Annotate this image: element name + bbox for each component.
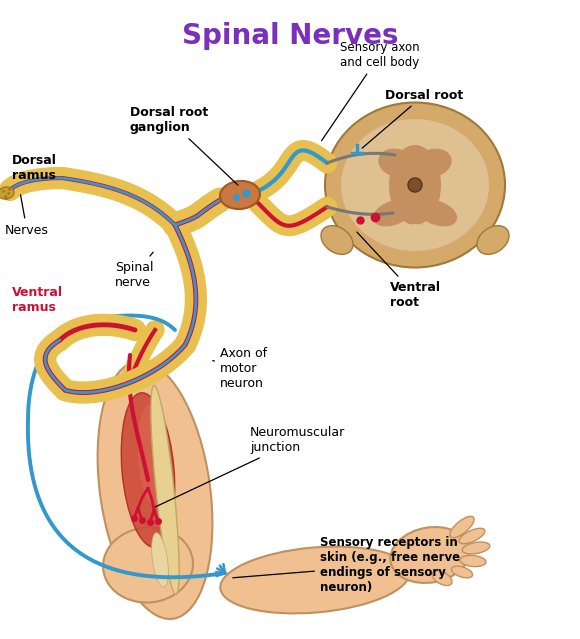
Ellipse shape [325, 102, 505, 268]
Ellipse shape [389, 145, 441, 225]
Ellipse shape [404, 224, 426, 242]
Ellipse shape [151, 385, 179, 594]
Ellipse shape [0, 187, 14, 199]
Ellipse shape [378, 149, 416, 178]
Text: Ventral
ramus: Ventral ramus [12, 286, 63, 314]
Text: Sensory axon
and cell body: Sensory axon and cell body [321, 41, 419, 141]
Ellipse shape [417, 199, 457, 226]
Text: Ventral
root: Ventral root [357, 232, 441, 309]
Ellipse shape [450, 516, 474, 537]
Text: Sensory receptors in
skin (e.g., free nerve
endings of sensory
neuron): Sensory receptors in skin (e.g., free ne… [233, 536, 460, 594]
Ellipse shape [390, 527, 470, 583]
Text: Neuromuscular
junction: Neuromuscular junction [155, 426, 345, 507]
Ellipse shape [121, 393, 175, 547]
Ellipse shape [477, 226, 509, 254]
Ellipse shape [341, 119, 489, 251]
Text: Axon of
motor
neuron: Axon of motor neuron [213, 346, 267, 390]
Text: Dorsal
ramus: Dorsal ramus [12, 154, 57, 182]
Ellipse shape [460, 555, 486, 567]
Ellipse shape [462, 542, 490, 554]
Ellipse shape [373, 199, 413, 226]
Ellipse shape [220, 546, 409, 613]
Ellipse shape [321, 226, 353, 254]
Text: Dorsal root
ganglion: Dorsal root ganglion [130, 106, 238, 185]
Ellipse shape [220, 181, 260, 209]
Ellipse shape [138, 405, 166, 505]
Ellipse shape [459, 528, 485, 544]
Ellipse shape [151, 533, 168, 587]
Ellipse shape [414, 149, 452, 178]
Ellipse shape [432, 571, 452, 585]
Text: Spinal Nerves: Spinal Nerves [182, 22, 398, 50]
Ellipse shape [451, 566, 473, 578]
Text: Nerves: Nerves [5, 195, 49, 236]
Text: Spinal
nerve: Spinal nerve [115, 252, 154, 289]
Text: Dorsal root: Dorsal root [362, 88, 463, 148]
Ellipse shape [97, 361, 212, 619]
Ellipse shape [103, 527, 193, 603]
Circle shape [408, 178, 422, 192]
